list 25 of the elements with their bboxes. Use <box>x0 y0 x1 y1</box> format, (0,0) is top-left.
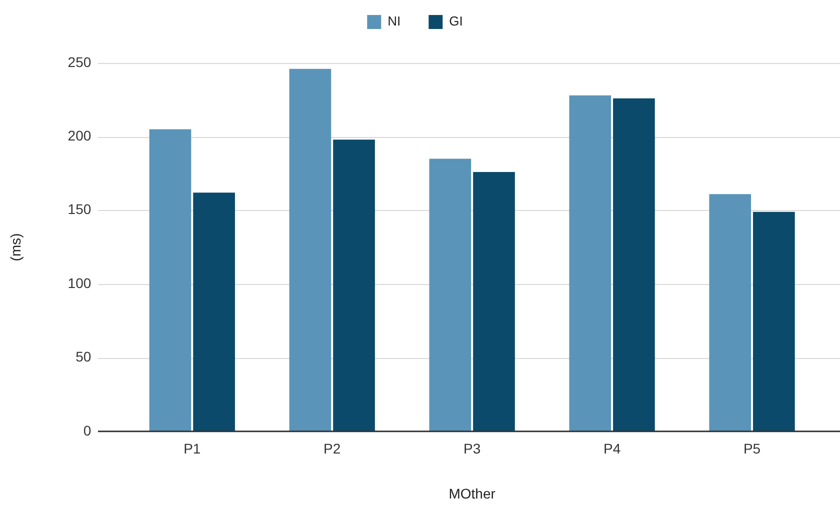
y-tick-label: 150 <box>68 201 92 218</box>
y-tick-label: 100 <box>68 274 92 291</box>
legend-label: NI <box>388 14 401 29</box>
x-axis-title: MOther <box>448 485 496 502</box>
x-tick-label: P1 <box>184 440 201 457</box>
x-tick-label: P2 <box>324 440 341 457</box>
bar <box>473 172 515 432</box>
bar <box>289 68 332 432</box>
y-tick-label: 50 <box>76 348 92 365</box>
bar <box>193 192 235 432</box>
bar <box>709 194 752 432</box>
bar <box>569 95 612 432</box>
legend-label: GI <box>449 14 463 29</box>
y-tick-label: 250 <box>68 54 92 70</box>
y-axis-title: (ms) <box>7 233 24 262</box>
bar <box>613 98 655 432</box>
bar <box>429 158 472 432</box>
x-tick-label: P3 <box>464 440 481 457</box>
x-tick-label: P5 <box>743 440 761 457</box>
y-tick-label: 200 <box>68 128 92 144</box>
y-tick-label: 0 <box>83 422 92 438</box>
x-tick-label: P4 <box>603 440 621 457</box>
bar <box>753 212 795 432</box>
bar <box>333 140 375 432</box>
bar <box>149 129 192 432</box>
